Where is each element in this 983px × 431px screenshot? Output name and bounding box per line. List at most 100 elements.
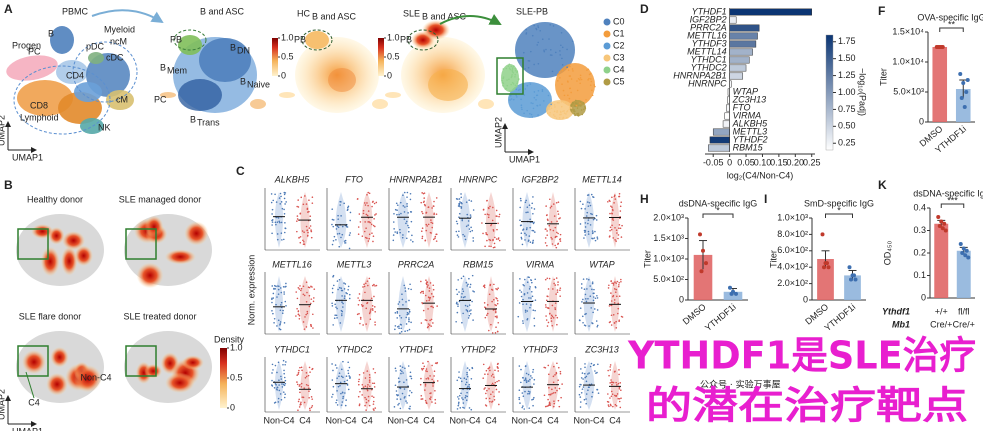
cell-cluster — [555, 63, 595, 107]
x-tick-label: DMSO — [681, 302, 708, 327]
cell-dot — [338, 372, 341, 374]
cell-dot — [567, 94, 569, 97]
cell-dot — [467, 317, 470, 319]
cell-dot — [279, 287, 282, 289]
cell-dot — [590, 383, 593, 385]
cell-dot — [579, 74, 582, 77]
cell-dot — [408, 317, 410, 319]
cell-dot — [420, 201, 423, 204]
data-point — [849, 277, 853, 282]
cell-dot — [337, 385, 340, 388]
cell-dot — [615, 240, 617, 242]
cell-dot — [612, 405, 614, 408]
cell-dot — [618, 224, 621, 226]
cell-dot — [490, 393, 492, 396]
cell-dot — [607, 404, 610, 406]
cell-dot — [609, 320, 612, 323]
cell-dot — [565, 117, 568, 119]
cell-dot — [561, 83, 563, 86]
cell-dot — [548, 108, 551, 110]
cell-dot — [579, 223, 582, 225]
data-point — [937, 224, 942, 228]
cell-dot — [301, 369, 303, 372]
cell-dot — [278, 389, 281, 392]
cell-dot — [519, 88, 521, 91]
cell-dot — [547, 398, 549, 401]
category-label: HNRNPC — [688, 78, 727, 88]
legend-swatch — [603, 18, 611, 26]
cell-dot — [394, 325, 397, 327]
cell-dot — [613, 299, 616, 301]
cell-cluster — [144, 215, 164, 238]
cell-dot — [592, 296, 595, 298]
cell-dot — [337, 226, 340, 229]
cell-dot — [550, 103, 552, 106]
cell-dot — [284, 227, 287, 229]
cell-dot — [411, 234, 413, 237]
cell-dot — [470, 309, 472, 311]
cell-dot — [534, 286, 537, 289]
cell-dot — [462, 398, 464, 401]
cell-dot — [546, 112, 549, 115]
cell-dot — [341, 313, 343, 315]
cell-dot — [528, 235, 531, 237]
bar — [693, 254, 713, 300]
cell-dot — [497, 370, 500, 372]
cell-dot — [555, 372, 558, 375]
cell-dot — [466, 375, 469, 378]
cell-dot — [523, 94, 526, 96]
cell-dot — [619, 205, 622, 208]
cell-dot — [593, 237, 596, 239]
cell-dot — [305, 225, 308, 228]
cell-dot — [532, 404, 534, 407]
cell-dot — [494, 369, 496, 372]
cell-dot — [343, 380, 346, 383]
cell-dot — [405, 222, 407, 225]
cell-dot — [498, 379, 500, 382]
cell-dot — [496, 330, 499, 333]
cell-dot — [285, 304, 287, 307]
cell-dot — [611, 212, 613, 215]
colorbar-tick-label: 1.0 — [387, 32, 400, 42]
cell-dot — [464, 296, 466, 298]
category-label: ZC3H13 — [732, 94, 767, 104]
cell-dot — [308, 366, 311, 369]
cell-cluster — [6, 55, 58, 81]
cell-dot — [309, 371, 311, 373]
cell-dot — [410, 321, 412, 324]
bar — [932, 47, 948, 122]
cell-dot — [466, 305, 469, 308]
cell-dot — [310, 396, 313, 398]
cell-dot — [468, 199, 470, 201]
bar — [729, 64, 747, 72]
cell-dot — [561, 69, 564, 72]
cell-dot — [296, 383, 299, 386]
cell-dot — [407, 226, 410, 229]
cell-dot — [335, 228, 338, 230]
cell-dot — [592, 299, 595, 302]
bar — [729, 32, 758, 40]
cell-dot — [619, 382, 622, 384]
cell-dot — [527, 393, 529, 395]
data-point — [943, 228, 948, 233]
cell-dot — [312, 327, 314, 329]
cell-type-label: NK — [98, 122, 111, 132]
cell-dot — [585, 300, 588, 303]
cell-dot — [466, 371, 468, 374]
cell-dot — [427, 323, 430, 325]
cell-dot — [371, 284, 374, 287]
cell-dot — [358, 403, 361, 405]
cell-dot — [465, 225, 468, 228]
cell-dot — [571, 68, 574, 70]
cell-dot — [556, 289, 559, 291]
cell-dot — [533, 208, 536, 210]
cell-dot — [592, 218, 595, 221]
cell-dot — [300, 196, 303, 199]
cell-dot — [524, 309, 527, 312]
bar — [727, 96, 730, 104]
cell-dot — [619, 210, 622, 212]
cell-dot — [370, 223, 373, 226]
cell-dot — [552, 375, 555, 378]
cell-dot — [533, 91, 536, 93]
cell-dot — [339, 322, 342, 324]
